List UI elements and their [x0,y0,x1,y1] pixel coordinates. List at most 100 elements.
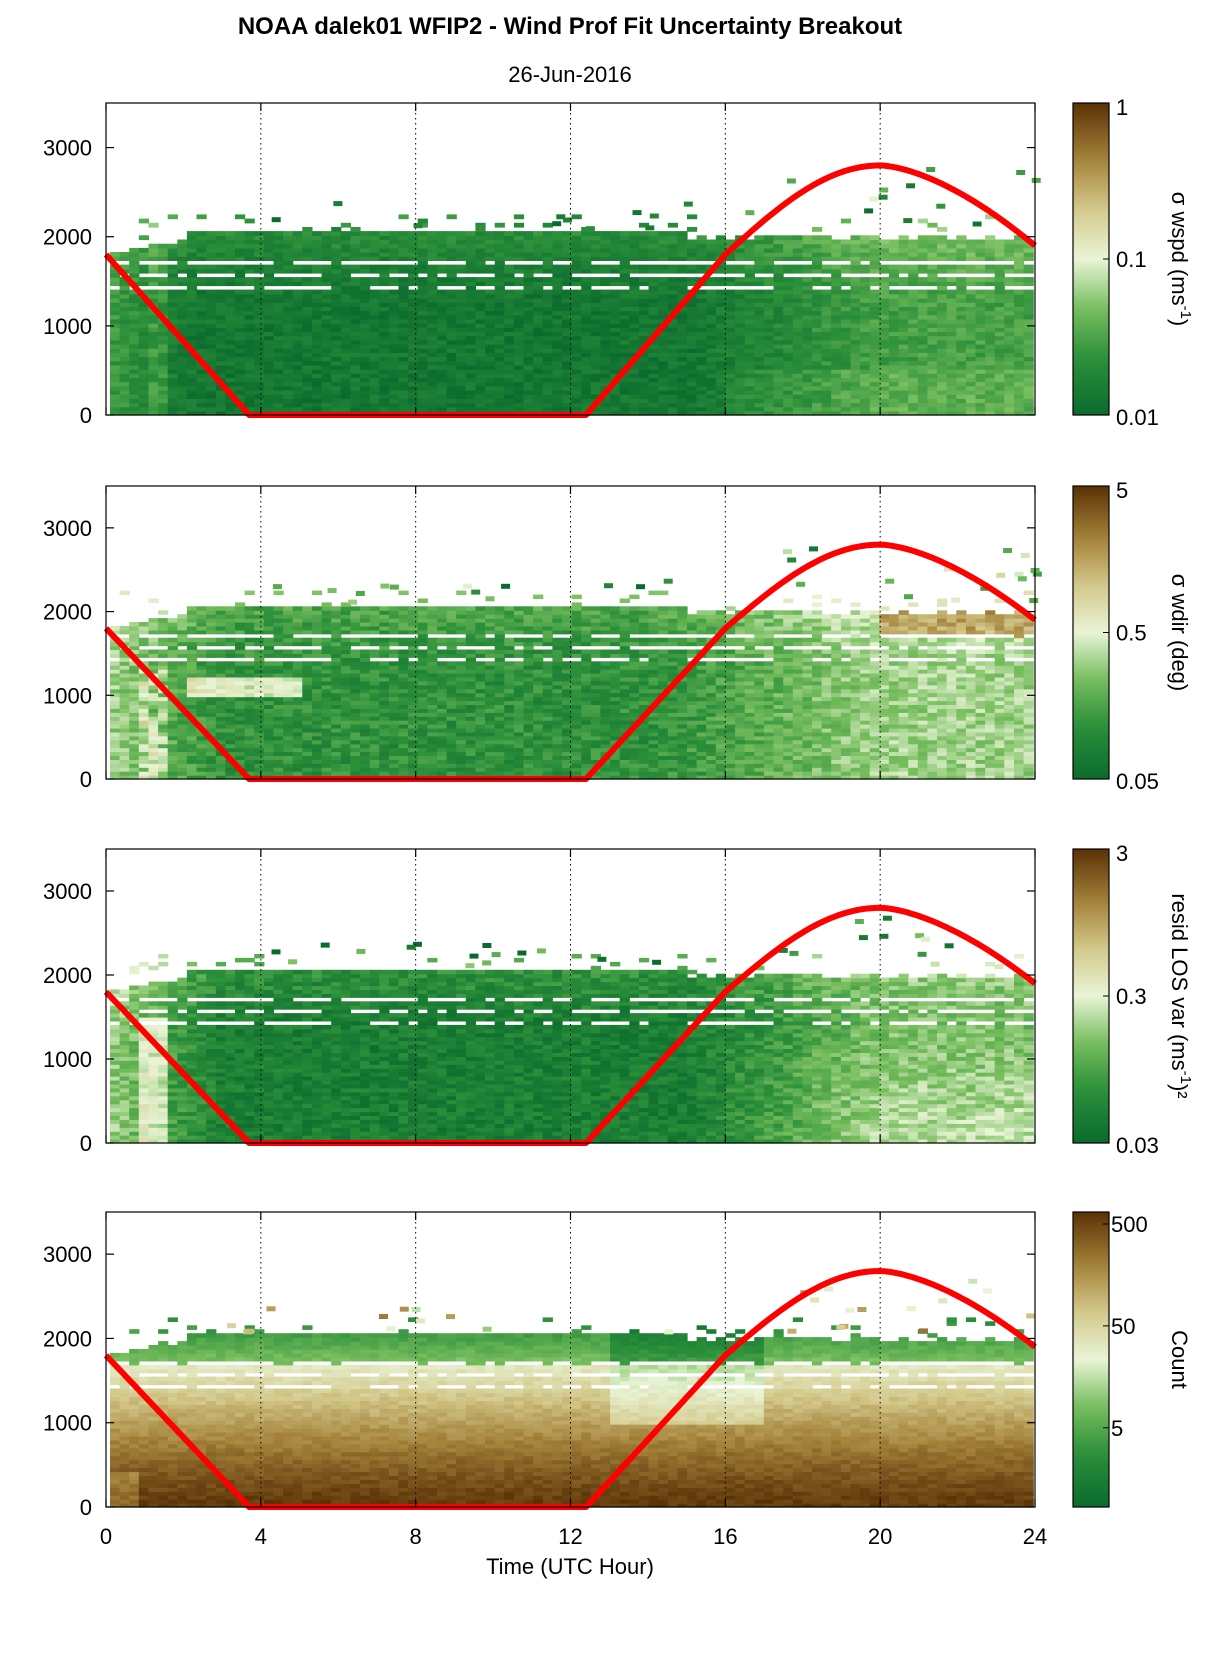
heatmap-cell [186,281,198,287]
heatmap-cell [994,327,1005,333]
heatmap-cell [956,373,967,378]
heatmap-cell [235,235,246,241]
heatmap-cell [562,235,573,241]
heatmap-cell [523,373,534,378]
heatmap-cell [485,252,496,257]
heatmap-cell [744,252,755,257]
heatmap-cell [408,310,419,316]
heatmap-cell [254,247,265,253]
heatmap-cell [110,767,121,772]
heatmap-cell [302,352,313,358]
heatmap-cell [302,310,313,316]
heatmap-cell [792,243,803,249]
heatmap-cell [340,318,351,324]
heatmap-cell [129,402,140,408]
heatmap-cell [850,385,861,391]
heatmap-cell [533,323,544,328]
heatmap-cell [600,402,611,408]
heatmap-cell [340,264,351,270]
heatmap-cell [1023,369,1034,374]
heatmap-cell [177,747,188,753]
heatmap-cell [619,277,630,282]
heatmap-cell [850,239,861,245]
heatmap-cell [138,728,149,733]
heatmap-cell [206,771,217,776]
heatmap-cell [629,306,640,312]
heatmap-cell [311,708,323,713]
heatmap-cell [908,239,919,245]
heatmap-cell [1004,348,1015,353]
heatmap-cell [937,394,948,399]
heatmap-cell [965,398,977,404]
heatmap-cell [677,293,688,299]
heatmap-cell [417,327,428,333]
heatmap-cell [523,306,534,312]
heatmap-cell [994,364,1005,370]
heatmap-cell [408,293,419,299]
heatmap-cell [148,637,159,643]
heatmap-cell [196,256,207,261]
heatmap-cell [571,344,582,349]
heatmap-cell [263,626,275,631]
heatmap-cell [186,231,198,236]
heatmap-cell [340,252,351,257]
heatmap-cell [417,268,428,274]
heatmap-cell [523,339,534,345]
heatmap-cell [677,327,688,333]
heatmap-cell [215,410,226,416]
heatmap-cell [571,360,582,366]
heatmap-cell [225,731,236,737]
heatmap-cell [360,331,371,337]
heatmap-cell [350,252,361,257]
heatmap-cell [754,410,765,416]
heatmap-cell [235,327,246,333]
heatmap-cell [427,327,438,333]
heatmap-cell [562,385,573,391]
heatmap-cell [148,669,159,674]
heatmap-cell [283,763,294,768]
heatmap-cell [465,264,476,270]
heatmap-cell [581,306,592,312]
heatmap-cell [311,327,323,333]
heatmap-cell [917,394,928,399]
heatmap-cell [927,256,938,261]
heatmap-cell [1023,314,1034,320]
heatmap-cell [398,243,409,249]
heatmap-cell [504,310,515,316]
heatmap-cell [321,385,332,391]
heatmap-cell [610,289,621,295]
heatmap-cell [302,665,313,670]
heatmap-cell [263,302,275,307]
heatmap-cell [571,298,582,303]
heatmap-cell [321,618,332,623]
heatmap-cell [619,239,630,245]
heatmap-cell [869,406,880,412]
heatmap-cell [648,402,659,408]
heatmap-cell [311,755,323,760]
heatmap-cell [648,377,659,383]
heatmap-cell [1023,252,1034,257]
heatmap-cell [129,389,140,395]
heatmap-cell [398,373,409,378]
heatmap-cell [513,398,525,404]
heatmap-cell [965,335,977,341]
heatmap-cell [917,410,928,416]
heatmap-cell [129,260,140,266]
heatmap-cell [283,720,294,725]
heatmap-cell [456,335,467,341]
heatmap-cell [369,406,380,412]
heatmap-cell [321,377,332,383]
heatmap-cell [408,231,419,236]
heatmap-cell [475,356,486,362]
heatmap-cell [350,402,361,408]
heatmap-cell [533,231,544,236]
heatmap-cell [898,331,909,337]
heatmap-cell [456,381,467,387]
heatmap-cell [831,394,842,399]
heatmap-cell [292,364,303,370]
heatmap-cell [138,759,149,764]
heatmap-cell [965,360,977,366]
heatmap-cell [408,389,419,395]
heatmap-cell [485,406,496,412]
heatmap-cell [677,377,688,383]
